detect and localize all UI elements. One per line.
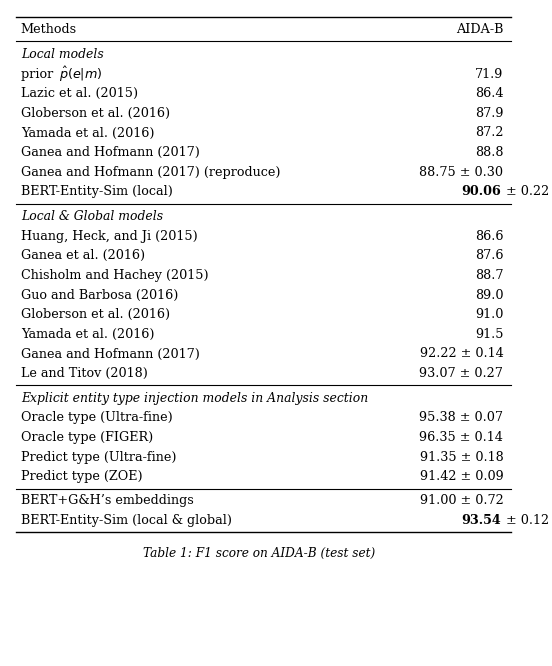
Text: Explicit entity type injection models in Analysis section: Explicit entity type injection models in… [21,392,368,405]
Text: Table 1: F1 score on AIDA-B (test set): Table 1: F1 score on AIDA-B (test set) [144,547,375,560]
Text: 91.35 ± 0.18: 91.35 ± 0.18 [420,451,503,464]
Text: Globerson et al. (2016): Globerson et al. (2016) [21,107,170,120]
Text: 87.9: 87.9 [475,107,503,120]
Text: 71.9: 71.9 [475,67,503,81]
Text: Huang, Heck, and Ji (2015): Huang, Heck, and Ji (2015) [21,230,198,242]
Text: 88.7: 88.7 [475,269,503,282]
Text: Guo and Barbosa (2016): Guo and Barbosa (2016) [21,288,178,302]
Text: prior: prior [21,67,57,81]
Text: Oracle type (FIGER): Oracle type (FIGER) [21,431,153,444]
Text: AIDA-B: AIDA-B [456,23,503,36]
Text: 91.00 ± 0.72: 91.00 ± 0.72 [420,494,503,507]
Text: Methods: Methods [21,23,77,36]
Text: Yamada et al. (2016): Yamada et al. (2016) [21,328,154,341]
Text: Local models: Local models [21,48,104,61]
Text: Local & Global models: Local & Global models [21,210,163,223]
Text: 91.5: 91.5 [475,328,503,341]
Text: Lazic et al. (2015): Lazic et al. (2015) [21,87,138,100]
Text: 86.4: 86.4 [475,87,503,100]
Text: Yamada et al. (2016): Yamada et al. (2016) [21,127,154,139]
Text: Ganea and Hofmann (2017): Ganea and Hofmann (2017) [21,146,200,159]
Text: 95.38 ± 0.07: 95.38 ± 0.07 [420,412,503,424]
Text: BERT-Entity-Sim (local): BERT-Entity-Sim (local) [21,185,173,198]
Text: Oracle type (Ultra-fine): Oracle type (Ultra-fine) [21,412,173,424]
Text: Globerson et al. (2016): Globerson et al. (2016) [21,308,170,321]
Text: 91.42 ± 0.09: 91.42 ± 0.09 [420,470,503,484]
Text: 96.35 ± 0.14: 96.35 ± 0.14 [420,431,503,444]
Text: BERT+G&H’s embeddings: BERT+G&H’s embeddings [21,494,194,507]
Text: 88.8: 88.8 [475,146,503,159]
Text: 88.75 ± 0.30: 88.75 ± 0.30 [420,166,503,178]
Text: 93.54: 93.54 [461,513,501,527]
Text: 86.6: 86.6 [475,230,503,242]
Text: 92.22 ± 0.14: 92.22 ± 0.14 [420,348,503,360]
Text: ± 0.12: ± 0.12 [502,513,549,527]
Text: ± 0.22: ± 0.22 [502,185,549,198]
Text: 90.06: 90.06 [461,185,501,198]
Text: 93.07 ± 0.27: 93.07 ± 0.27 [420,367,503,380]
Text: 89.0: 89.0 [475,288,503,302]
Text: BERT-Entity-Sim (local & global): BERT-Entity-Sim (local & global) [21,513,232,527]
Text: Predict type (Ultra-fine): Predict type (Ultra-fine) [21,451,176,464]
Text: 91.0: 91.0 [475,308,503,321]
Text: Chisholm and Hachey (2015): Chisholm and Hachey (2015) [21,269,208,282]
Text: Ganea et al. (2016): Ganea et al. (2016) [21,249,145,262]
Text: Ganea and Hofmann (2017): Ganea and Hofmann (2017) [21,348,200,360]
Text: $\hat{p}(e|m)$: $\hat{p}(e|m)$ [59,65,102,83]
Text: 87.2: 87.2 [475,127,503,139]
Text: Ganea and Hofmann (2017) (reproduce): Ganea and Hofmann (2017) (reproduce) [21,166,280,178]
Text: Predict type (ZOE): Predict type (ZOE) [21,470,142,484]
Text: 87.6: 87.6 [475,249,503,262]
Text: Le and Titov (2018): Le and Titov (2018) [21,367,147,380]
